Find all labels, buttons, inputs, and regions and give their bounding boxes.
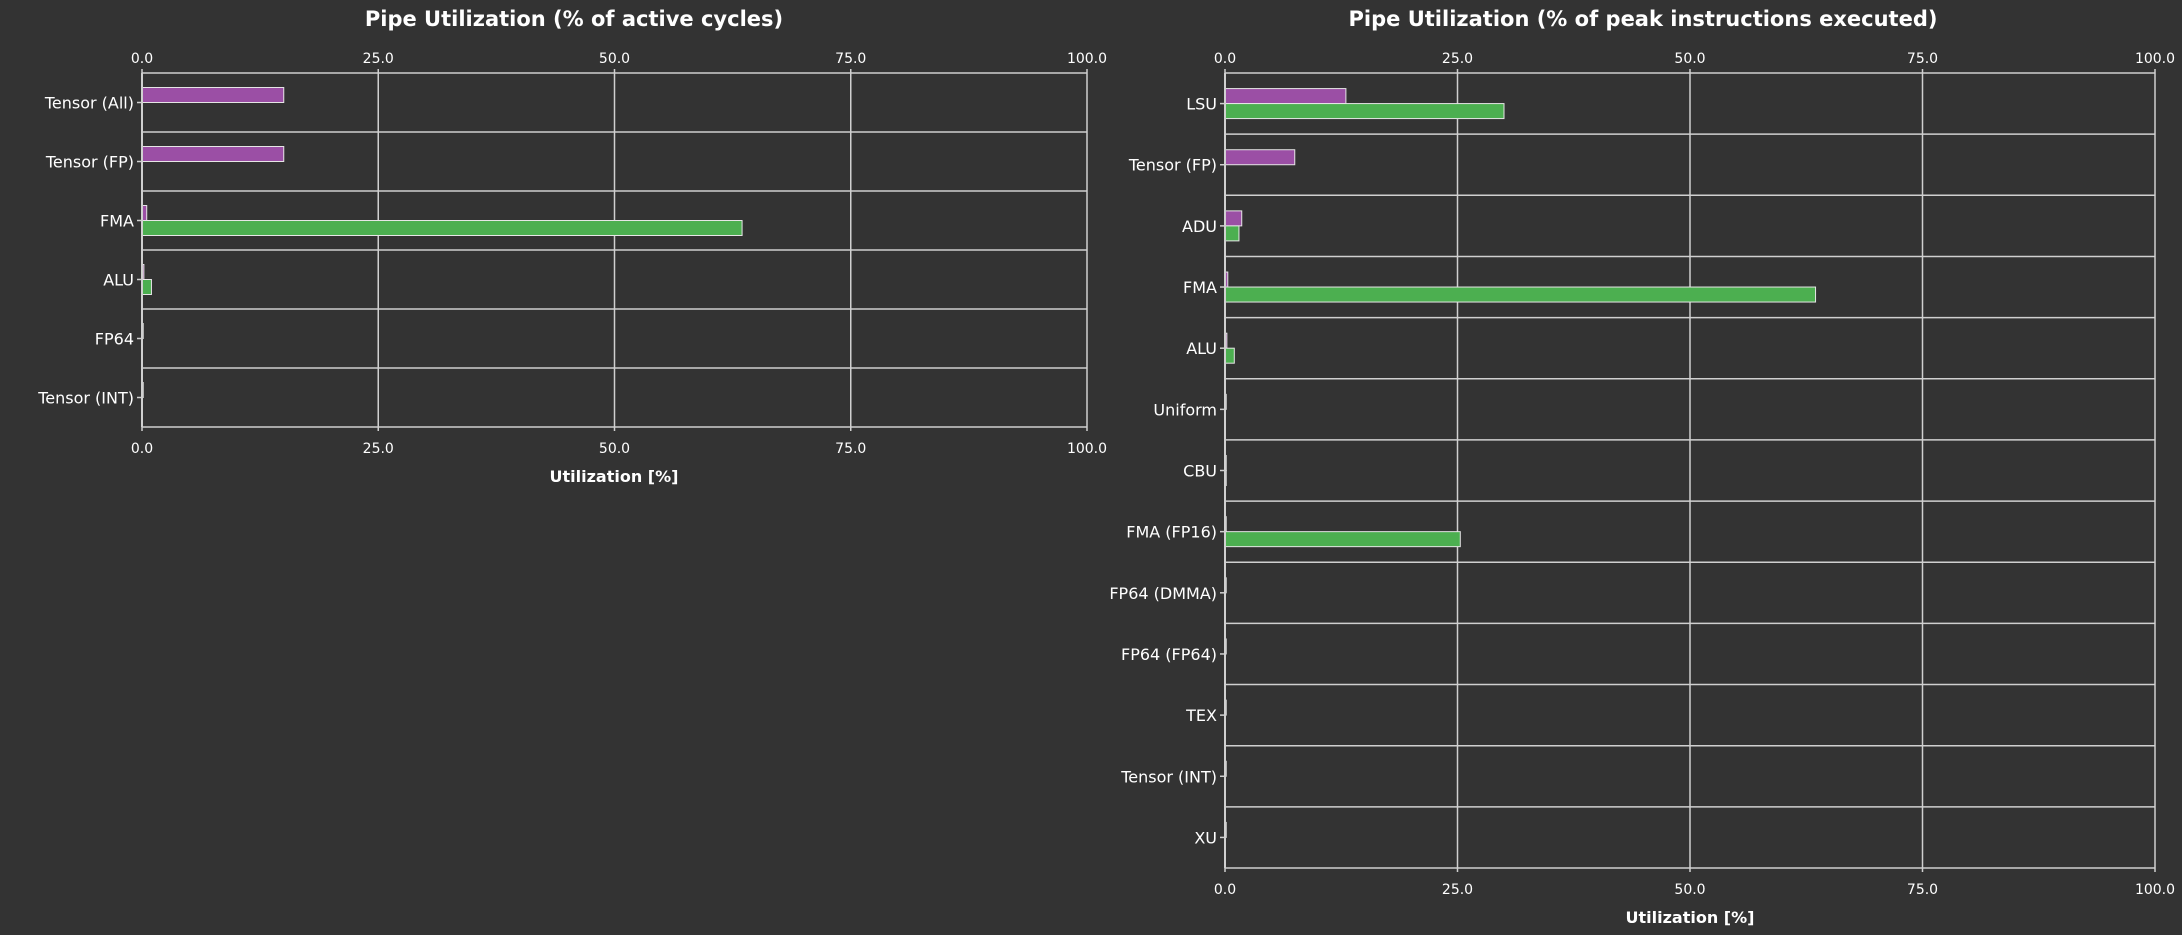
x-tick-label-top: 75.0 xyxy=(835,51,866,67)
x-tick-label-bottom: 25.0 xyxy=(363,441,394,457)
chart-title: Pipe Utilization (% of active cycles) xyxy=(365,7,783,31)
category-label: Uniform xyxy=(1153,400,1217,419)
x-tick-label-top: 100.0 xyxy=(2135,51,2175,67)
category-label: FP64 (DMMA) xyxy=(1109,584,1217,603)
category-label: LSU xyxy=(1186,95,1217,114)
x-tick-label-bottom: 75.0 xyxy=(1907,882,1938,898)
category-label: FP64 (FP64) xyxy=(1121,645,1217,664)
x-tick-label-top: 0.0 xyxy=(1214,51,1236,67)
chart-peak-instructions: Pipe Utilization (% of peak instructions… xyxy=(1109,7,2175,927)
x-tick-label-bottom: 100.0 xyxy=(2135,882,2175,898)
bar-purple xyxy=(141,87,285,103)
category-label: FP64 xyxy=(95,330,134,349)
category-label: FMA xyxy=(100,212,134,231)
bar-green xyxy=(1224,531,1461,548)
x-tick-label-top: 75.0 xyxy=(1907,51,1938,67)
bar-purple xyxy=(1224,149,1296,166)
bar-green xyxy=(1224,225,1240,242)
x-tick-label-bottom: 0.0 xyxy=(1214,882,1236,898)
category-label: Tensor (All) xyxy=(44,94,134,113)
x-tick-label-bottom: 50.0 xyxy=(599,441,630,457)
x-tick-label-top: 0.0 xyxy=(131,51,153,67)
category-label: CBU xyxy=(1183,462,1217,481)
category-label: Tensor (FP) xyxy=(1128,156,1217,175)
bar-green xyxy=(1224,103,1505,120)
category-label: Tensor (FP) xyxy=(45,153,134,172)
category-label: XU xyxy=(1194,828,1217,847)
x-tick-label-top: 50.0 xyxy=(599,51,630,67)
x-tick-label-bottom: 50.0 xyxy=(1674,882,1705,898)
category-label: FMA xyxy=(1183,278,1217,297)
bar-green xyxy=(141,279,152,295)
category-label: ADU xyxy=(1182,217,1217,236)
bar-green xyxy=(141,220,743,236)
bar-purple xyxy=(1224,210,1243,227)
bar-purple xyxy=(141,146,285,162)
bar-green xyxy=(1224,347,1235,364)
category-label: Tensor (INT) xyxy=(37,389,134,408)
x-tick-label-top: 50.0 xyxy=(1674,51,1705,67)
bar-green xyxy=(1224,286,1817,303)
category-label: FMA (FP16) xyxy=(1126,523,1217,542)
chart-title: Pipe Utilization (% of peak instructions… xyxy=(1349,7,1938,31)
x-tick-label-bottom: 25.0 xyxy=(1442,882,1473,898)
x-tick-label-top: 25.0 xyxy=(363,51,394,67)
category-label: ALU xyxy=(1186,339,1217,358)
category-label: TEX xyxy=(1185,706,1217,725)
x-tick-label-bottom: 100.0 xyxy=(1067,441,1107,457)
chart-active-cycles: Pipe Utilization (% of active cycles) Ut… xyxy=(37,7,1107,486)
x-tick-label-bottom: 75.0 xyxy=(835,441,866,457)
x-tick-label-top: 100.0 xyxy=(1067,51,1107,67)
category-label: Tensor (INT) xyxy=(1120,767,1217,786)
x-axis-label: Utilization [%] xyxy=(1626,908,1755,927)
bar-purple xyxy=(1224,88,1347,105)
x-tick-label-top: 25.0 xyxy=(1442,51,1473,67)
x-axis-label: Utilization [%] xyxy=(550,467,679,486)
category-label: ALU xyxy=(103,271,134,290)
x-tick-label-bottom: 0.0 xyxy=(131,441,153,457)
